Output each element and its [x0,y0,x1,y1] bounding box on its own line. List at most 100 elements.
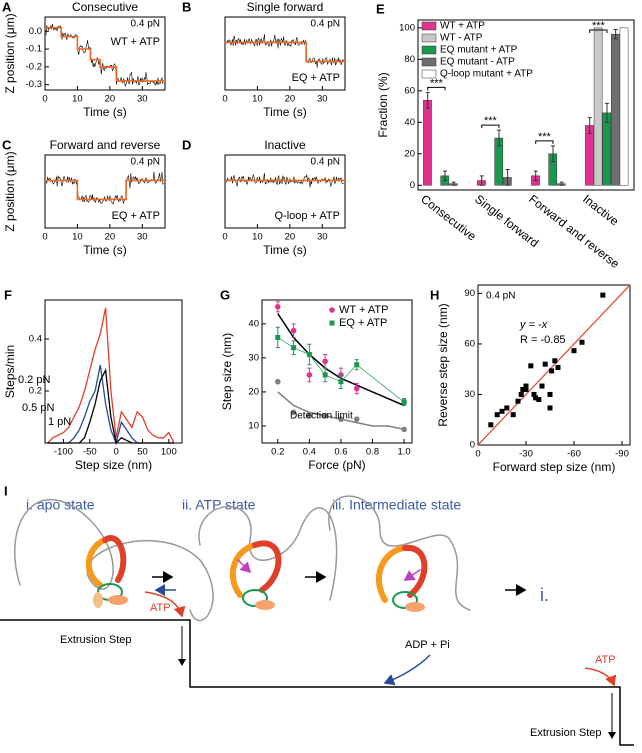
y-axis-label: Steps/min [3,345,17,398]
point [547,405,553,411]
point [353,385,360,392]
point [354,362,360,368]
data-line [45,179,165,201]
point [499,408,505,414]
y-tick-label: -0.2 [26,61,42,72]
panel-letter: B [182,0,191,14]
smc-cartoon [14,498,214,622]
error-bar [587,117,592,134]
y-axis-label: Fraction (%) [376,72,390,137]
y-tick-label: 80 [404,54,415,65]
legend-swatch [421,33,437,43]
y-tick-label: 0.0 [29,26,42,37]
y-tick-label: 30 [248,352,259,363]
significance-label: *** [430,77,444,89]
significance-label: *** [538,131,552,143]
point [528,363,534,369]
chart-title: Forward and reverse [50,138,161,152]
error-bar [443,170,447,182]
y-tick-label: 20 [248,386,259,397]
chart-title: Consecutive [72,0,138,14]
x-tick-label: 0 [42,94,47,105]
panel-letter: C [2,137,12,152]
legend-swatch [421,45,437,55]
point [520,386,526,392]
x-tick-label: Forward and reverse [526,192,622,271]
x-tick-label: -100 [54,447,73,458]
error-bar [533,170,538,182]
significance-bracket [481,124,500,129]
y-tick-label: 20 [404,148,415,159]
panel-letter: E [376,1,385,16]
smc-cartoon [328,495,471,612]
point [515,398,521,404]
panel-letter: H [430,287,439,302]
significance-bracket [427,86,446,91]
point [539,383,545,389]
noise-trace [45,24,164,87]
plot-frame [261,299,413,444]
x-tick-label: 0 [475,449,480,460]
annotation: 0.4 pN [131,19,160,30]
point [306,412,313,419]
x-tick-label: Consecutive [418,192,479,244]
y-tick-label: 10 [248,420,259,431]
point [504,405,510,411]
x-axis-label: Time (s) [83,243,127,257]
point [536,397,542,403]
y-tick-label: 40 [404,117,415,128]
point [547,391,553,397]
point [275,334,281,340]
legend-label: EQ + ATP [339,317,387,329]
bar [593,27,603,186]
y-tick-label: -0.1 [26,44,42,55]
legend-marker [329,320,335,326]
y-axis-label: Step size (nm) [220,333,234,410]
reference-label: y = -x [519,319,548,331]
y-tick-label: 0 [470,440,475,451]
data-line [45,26,165,82]
bar [619,27,629,186]
panel-letter: G [220,287,230,302]
point [552,358,558,364]
significance-label: *** [592,20,606,32]
legend-label: WT - ATP [440,33,483,44]
point [555,365,561,371]
x-tick-label: -60 [567,449,581,460]
y-tick-label: 60 [404,85,415,96]
arrow [584,667,617,687]
x-tick-label: 20 [105,94,116,105]
x-tick-label: 0 [42,232,47,243]
annotation: Q-loop + ATP [274,210,340,222]
error-bar [559,181,564,186]
point [274,304,281,310]
legend-swatch [421,57,437,67]
legend-label: WT + ATP [339,304,388,316]
annotation: R = -0.85 [520,334,566,346]
annotation: 0.4 pN [486,291,515,302]
error-bar [505,169,510,186]
point [579,339,585,345]
y-tick-label: 0 [410,180,415,191]
x-tick-label: 10 [72,232,83,243]
legend-swatch [421,69,437,79]
y-tick-label: 90 [464,288,475,299]
annotation: EQ + ATP [292,72,340,84]
reference-line [477,284,631,446]
noise-trace [225,34,344,68]
point [600,292,606,298]
x-tick-label: -30 [519,449,533,460]
y-tick-label: 100 [399,22,415,33]
error-bar [613,28,618,40]
timeline-label: Extrusion Step [60,634,132,646]
annotation: EQ + ATP [112,210,160,222]
x-tick-label: 30 [137,232,148,243]
point [533,395,539,401]
point [571,348,577,354]
y-tick-label: 0.2 [29,386,42,397]
point [488,422,494,428]
x-tick-label: 20 [105,232,116,243]
timeline-label: Extrusion Step [530,727,602,739]
error-bar [451,181,456,186]
